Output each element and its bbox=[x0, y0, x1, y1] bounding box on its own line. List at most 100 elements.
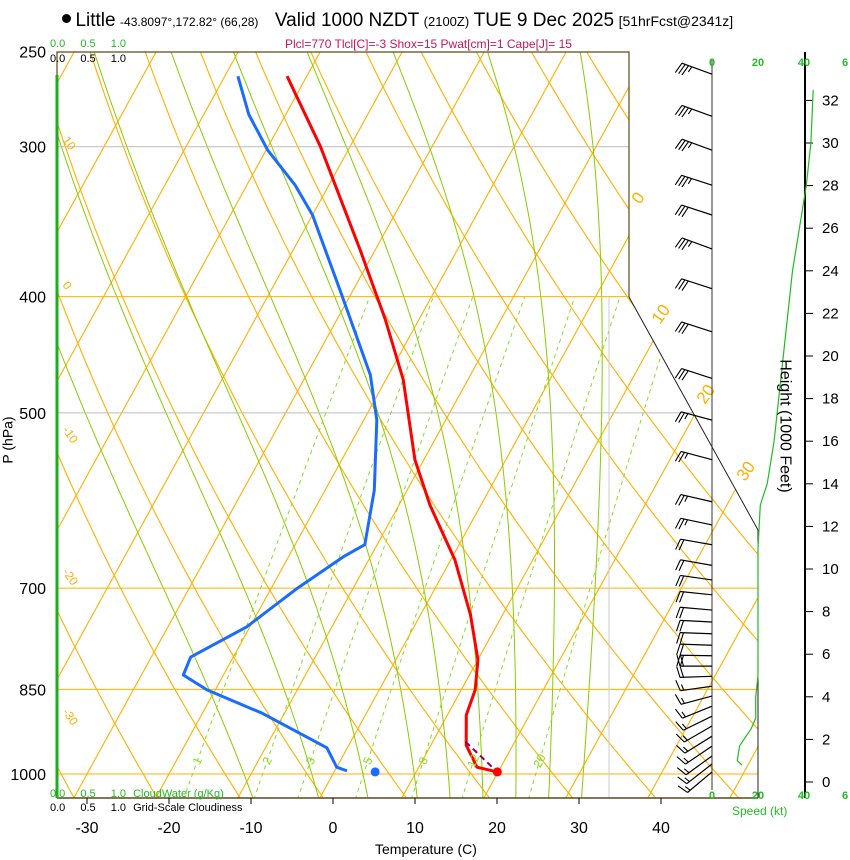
mixing-ratio-line bbox=[527, 296, 680, 798]
wind-barb-feather bbox=[678, 495, 685, 506]
wind-barb-feather bbox=[681, 107, 689, 118]
wind-barb-half-feather bbox=[684, 413, 689, 420]
pressure-tick-label: 1000 bbox=[10, 767, 46, 784]
wind-barb-feather bbox=[678, 560, 685, 571]
mixing-ratio-label: 5 bbox=[360, 755, 376, 767]
wind-barb-staff bbox=[687, 771, 713, 793]
moist-adiabat-line bbox=[297, 52, 484, 798]
wind-barb-staff bbox=[681, 278, 713, 290]
wind-barb bbox=[676, 632, 713, 644]
wind-barb bbox=[675, 715, 713, 731]
height-tick-label: 18 bbox=[822, 391, 839, 408]
mixing-ratio-line bbox=[297, 296, 474, 798]
valid-time: Valid 1000 NZDT bbox=[274, 10, 420, 31]
wind-barb-feather bbox=[674, 494, 682, 505]
wind-barb bbox=[674, 450, 713, 463]
wind-barb-feather bbox=[678, 279, 686, 290]
wind-barb bbox=[677, 763, 713, 785]
height-tick-label: 12 bbox=[822, 518, 839, 535]
pressure-tick-label: 850 bbox=[19, 682, 46, 699]
wind-barb-staff bbox=[681, 138, 713, 151]
valid-date: TUE 9 Dec 2025 bbox=[473, 10, 615, 31]
wind-barb-feather bbox=[676, 666, 681, 678]
pressure-tick-label: 500 bbox=[19, 406, 46, 423]
height-tick-label: 14 bbox=[822, 476, 839, 493]
wind-barb bbox=[676, 755, 713, 776]
wind-barb-feather bbox=[679, 632, 685, 644]
wind-barb-feather bbox=[675, 575, 681, 587]
wind-barb bbox=[675, 606, 713, 619]
speed-tick-label: 0 bbox=[709, 790, 715, 802]
wind-barb-feather bbox=[678, 176, 686, 187]
wind-barb-feather bbox=[679, 620, 685, 632]
wind-barb-staff bbox=[679, 675, 713, 679]
pressure-tick-label: 250 bbox=[19, 45, 46, 62]
wind-barb-feather bbox=[677, 776, 688, 785]
wind-barb-feather bbox=[681, 323, 689, 334]
station-name: Little bbox=[75, 10, 116, 31]
wind-barb-staff bbox=[681, 321, 713, 333]
wind-barb-feather bbox=[676, 632, 681, 644]
wind-barb-half-feather bbox=[687, 108, 693, 115]
dry-adiabat-line bbox=[792, 31, 850, 800]
dry-adiabat-line bbox=[627, 52, 758, 798]
wind-barb-staff bbox=[680, 517, 713, 526]
wind-barb bbox=[674, 411, 713, 423]
wind-barb-feather bbox=[674, 368, 683, 379]
speed-tick-label: 6 bbox=[842, 57, 848, 69]
wind-barb bbox=[674, 278, 713, 291]
surface-temperature-marker bbox=[492, 767, 502, 777]
wind-barb-feather bbox=[678, 452, 685, 463]
temperature-line bbox=[285, 75, 498, 774]
isotherm-line bbox=[57, 52, 415, 798]
wind-barb bbox=[676, 654, 712, 667]
wind-barb-feather bbox=[678, 322, 686, 333]
profiles bbox=[181, 75, 502, 777]
temperature-tick-label: 10 bbox=[406, 820, 424, 837]
wind-barb-staff bbox=[682, 715, 713, 731]
wind-barb-staff bbox=[680, 574, 713, 581]
isotherm-line bbox=[57, 52, 251, 798]
height-tick-label: 20 bbox=[822, 348, 839, 365]
wind-barb-half-feather bbox=[681, 711, 687, 718]
isotherm-line bbox=[236, 52, 661, 798]
wind-barb-staff bbox=[681, 367, 713, 379]
moist-adiabat-line bbox=[575, 52, 603, 798]
wind-barb-staff bbox=[679, 643, 713, 646]
isotherm-line bbox=[57, 52, 333, 798]
isotherm-line bbox=[318, 52, 743, 798]
adiabat-label: -30 bbox=[60, 706, 82, 729]
wind-barb-feather bbox=[681, 65, 689, 76]
height-tick-label: 16 bbox=[822, 433, 839, 450]
wind-barb-staff bbox=[679, 632, 713, 635]
wind-barb-staff bbox=[681, 174, 713, 186]
temperature-tick-label: 0 bbox=[329, 820, 338, 837]
wind-barb bbox=[676, 745, 713, 765]
wind-barb-feather bbox=[678, 140, 686, 151]
wind-barb bbox=[674, 62, 713, 76]
parcel-line bbox=[464, 741, 498, 773]
wind-barbs bbox=[674, 60, 713, 793]
height-tick-label: 4 bbox=[822, 689, 830, 706]
wind-barb-staff bbox=[680, 590, 713, 596]
dry-adiabat-line bbox=[246, 52, 741, 798]
wind-barb-staff bbox=[681, 237, 713, 250]
wind-barb-feather bbox=[678, 412, 685, 423]
wind-barb-feather bbox=[675, 680, 681, 691]
wind-barb-feather bbox=[681, 280, 689, 291]
wind-barb-staff bbox=[680, 606, 713, 611]
wind-barb-feather bbox=[674, 451, 682, 462]
adiabat-label: 0 bbox=[60, 279, 75, 293]
wind-barb-half-feather bbox=[680, 684, 685, 691]
wind-barb-feather bbox=[674, 175, 683, 186]
adiabat-label: -20 bbox=[60, 566, 82, 589]
wind-barb-feather bbox=[676, 745, 686, 754]
wind-barb-feather bbox=[675, 733, 685, 743]
wind-barb-feather bbox=[674, 204, 683, 215]
wind-barb-feather bbox=[676, 756, 686, 765]
wind-barb-half-feather bbox=[687, 241, 693, 247]
dry-adiabat-line bbox=[57, 52, 325, 798]
wind-barb-feather bbox=[674, 321, 683, 332]
wind-barb-staff bbox=[680, 450, 713, 461]
